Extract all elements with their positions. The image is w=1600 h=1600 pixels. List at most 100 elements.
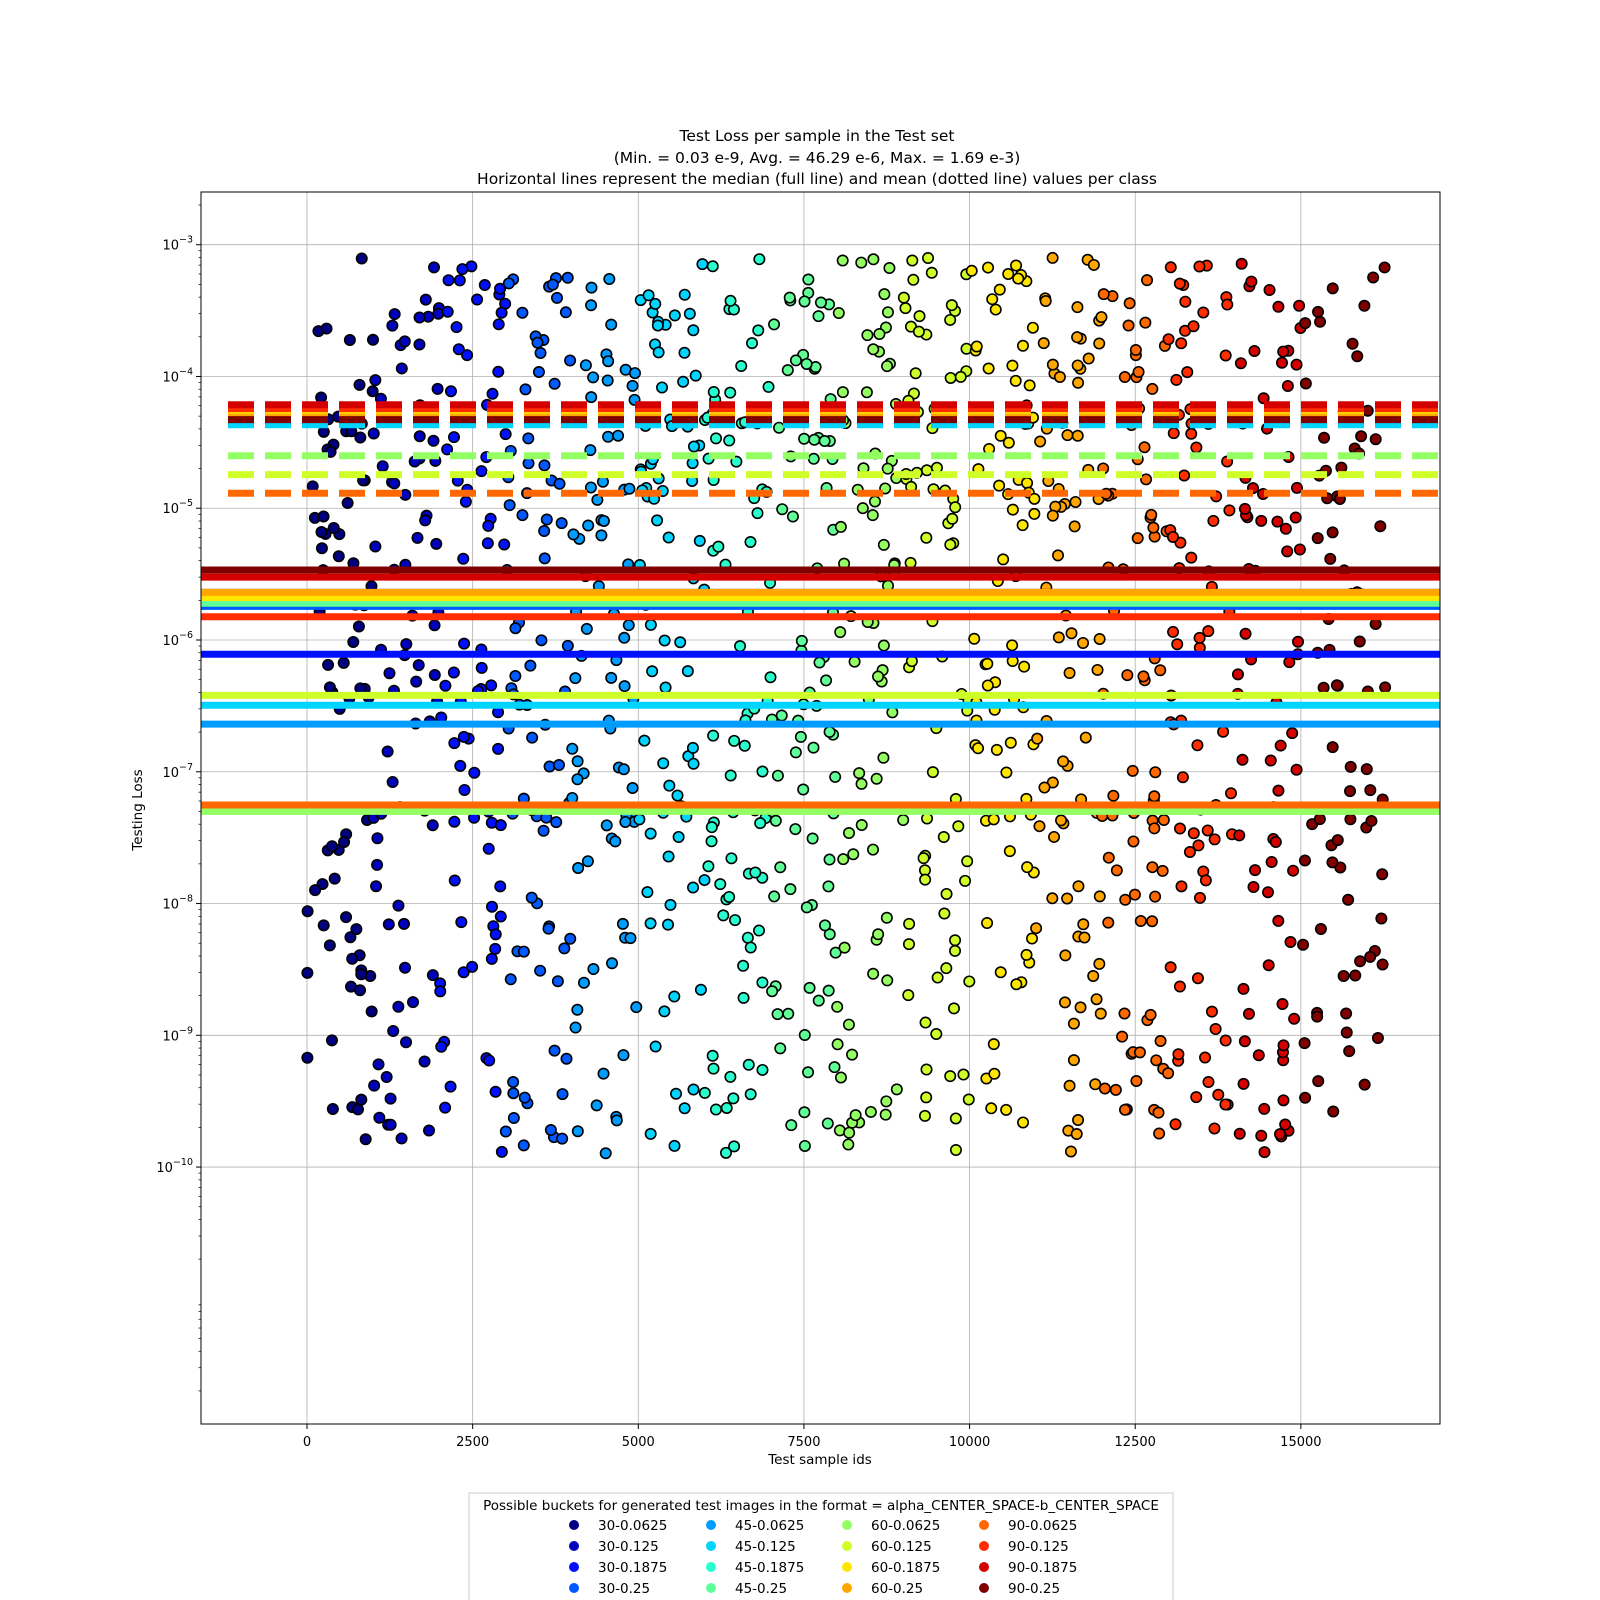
data-point-45-0.25 xyxy=(766,985,779,998)
data-point-30-0.25 xyxy=(546,278,559,291)
data-point-30-0.1875 xyxy=(459,495,472,508)
data-point-90-0.25 xyxy=(1344,760,1357,773)
data-point-45-0.25 xyxy=(812,310,825,323)
legend-marker-45-0.0625 xyxy=(706,1520,716,1530)
data-point-45-0.25 xyxy=(820,674,833,687)
data-point-45-0.25 xyxy=(813,656,826,669)
data-point-90-0.25 xyxy=(1342,893,1355,906)
data-point-30-0.125 xyxy=(380,1070,393,1083)
data-point-45-0.1875 xyxy=(705,821,718,834)
data-point-60-0.125 xyxy=(922,252,935,265)
data-point-30-0.1875 xyxy=(441,443,454,456)
data-point-30-0.1875 xyxy=(444,1080,457,1093)
data-point-60-0.0625 xyxy=(870,772,883,785)
legend-label: 30-0.0625 xyxy=(598,1518,667,1534)
data-point-30-0.1875 xyxy=(486,387,499,400)
data-point-60-0.125 xyxy=(907,273,920,286)
data-point-90-0.25 xyxy=(1337,969,1350,982)
data-point-45-0.125 xyxy=(687,881,700,894)
data-point-60-0.25 xyxy=(1077,918,1090,931)
data-point-60-0.125 xyxy=(903,917,916,930)
data-point-60-0.1875 xyxy=(981,917,994,930)
x-tick-label: 7500 xyxy=(787,1435,820,1450)
data-point-90-0.125 xyxy=(1175,880,1188,893)
data-point-30-0.0625 xyxy=(355,968,368,981)
data-point-45-0.1875 xyxy=(729,914,742,927)
data-point-45-0.0625 xyxy=(587,962,600,975)
data-point-45-0.1875 xyxy=(744,535,757,548)
data-point-45-0.1875 xyxy=(756,765,769,778)
data-point-90-0.25 xyxy=(1318,431,1331,444)
data-point-30-0.0625 xyxy=(301,966,314,979)
data-point-90-0.0625 xyxy=(1153,1127,1166,1140)
data-point-30-0.25 xyxy=(516,509,529,522)
data-point-60-0.0625 xyxy=(848,655,861,668)
data-point-45-0.125 xyxy=(644,917,657,930)
data-point-60-0.0625 xyxy=(842,1018,855,1031)
data-point-60-0.25 xyxy=(1087,258,1100,271)
data-point-45-0.0625 xyxy=(606,957,619,970)
data-point-90-0.25 xyxy=(1299,317,1312,330)
data-point-45-0.25 xyxy=(821,1117,834,1130)
data-point-90-0.0625 xyxy=(1134,915,1147,928)
data-point-30-0.25 xyxy=(502,277,515,290)
data-point-90-0.25 xyxy=(1298,1037,1311,1050)
data-point-60-0.1875 xyxy=(968,632,981,645)
data-point-90-0.25 xyxy=(1299,377,1312,390)
data-point-45-0.1875 xyxy=(754,817,767,830)
data-point-90-0.25 xyxy=(1311,532,1324,545)
data-point-30-0.0625 xyxy=(326,1103,339,1116)
data-point-45-0.0625 xyxy=(626,782,639,795)
data-point-30-0.25 xyxy=(561,639,574,652)
data-point-45-0.25 xyxy=(774,861,787,874)
data-point-60-0.1875 xyxy=(985,1102,998,1115)
data-point-30-0.0625 xyxy=(354,984,367,997)
data-point-60-0.0625 xyxy=(873,327,886,340)
data-point-90-0.25 xyxy=(1376,868,1389,881)
data-point-30-0.125 xyxy=(427,434,440,447)
data-point-30-0.1875 xyxy=(450,321,463,334)
data-point-45-0.0625 xyxy=(597,514,610,527)
data-point-60-0.25 xyxy=(1071,429,1084,442)
data-point-60-0.25 xyxy=(1072,1113,1085,1126)
legend-label: 90-0.0625 xyxy=(1008,1518,1077,1534)
data-point-60-0.0625 xyxy=(834,520,847,533)
data-point-45-0.1875 xyxy=(725,852,738,865)
data-point-60-0.25 xyxy=(1033,820,1046,833)
data-point-60-0.125 xyxy=(919,873,932,886)
legend-label: 60-0.1875 xyxy=(871,1560,940,1576)
data-point-90-0.0625 xyxy=(1154,664,1167,677)
data-point-30-0.25 xyxy=(504,973,517,986)
data-point-90-0.125 xyxy=(1172,1048,1185,1061)
data-point-45-0.25 xyxy=(797,783,810,796)
data-point-60-0.1875 xyxy=(990,743,1003,756)
data-point-60-0.0625 xyxy=(843,1126,856,1139)
data-point-45-0.25 xyxy=(798,1106,811,1119)
data-point-45-0.1875 xyxy=(744,941,757,954)
data-point-30-0.1875 xyxy=(485,679,498,692)
data-point-45-0.125 xyxy=(646,665,659,678)
x-tick-label: 2500 xyxy=(456,1435,489,1450)
data-point-45-0.0625 xyxy=(587,371,600,384)
data-point-45-0.0625 xyxy=(610,1114,623,1127)
data-point-30-0.0625 xyxy=(315,542,328,555)
data-point-45-0.1875 xyxy=(751,507,764,520)
data-point-60-0.125 xyxy=(920,1063,933,1076)
data-point-30-0.25 xyxy=(561,271,574,284)
data-point-45-0.25 xyxy=(776,503,789,516)
data-point-60-0.0625 xyxy=(879,1108,892,1121)
data-point-60-0.1875 xyxy=(1006,639,1019,652)
data-point-60-0.1875 xyxy=(1004,736,1017,749)
data-point-45-0.125 xyxy=(678,346,691,359)
data-point-45-0.125 xyxy=(638,734,651,747)
data-point-60-0.1875 xyxy=(1012,272,1025,285)
data-point-90-0.0625 xyxy=(1102,851,1115,864)
data-point-30-0.1875 xyxy=(483,1054,496,1067)
data-point-90-0.1875 xyxy=(1255,1129,1268,1142)
data-point-90-0.1875 xyxy=(1263,284,1276,297)
data-point-60-0.125 xyxy=(926,766,939,779)
data-point-60-0.0625 xyxy=(877,751,890,764)
data-point-60-0.25 xyxy=(1070,1128,1083,1141)
data-point-60-0.25 xyxy=(1046,892,1059,905)
legend-label: 90-0.1875 xyxy=(1008,1560,1077,1576)
